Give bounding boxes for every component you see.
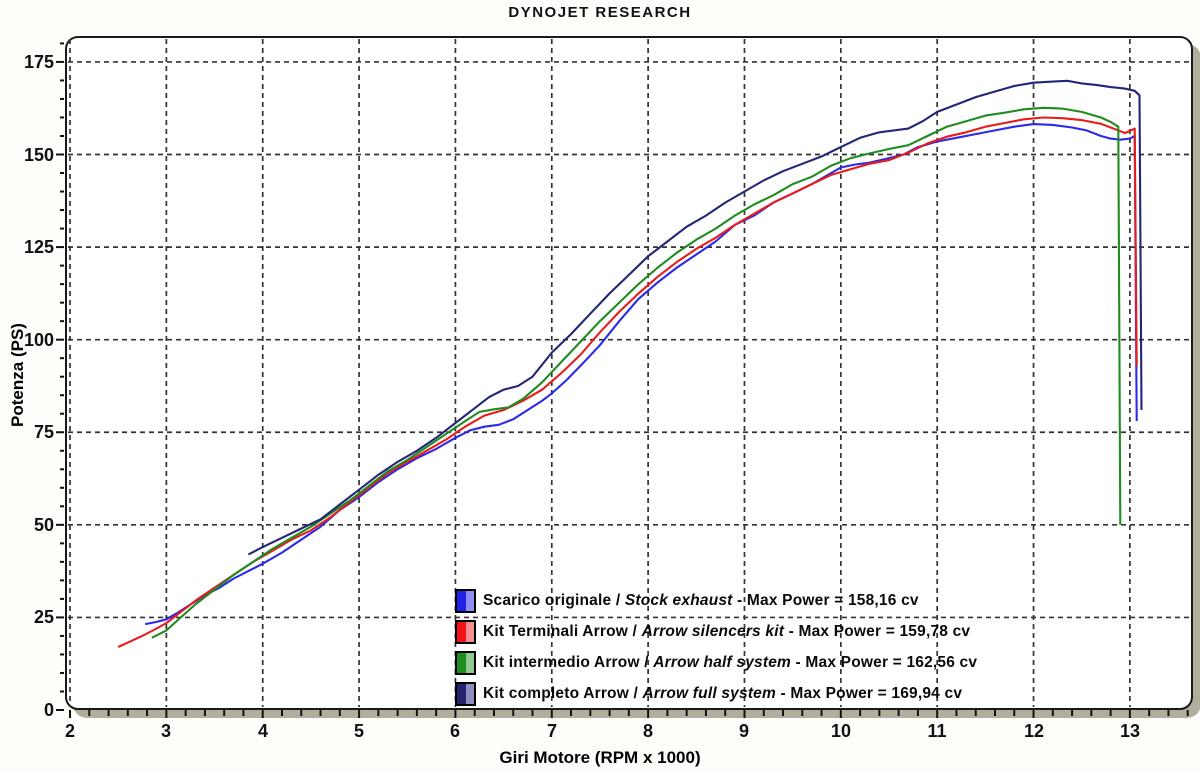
y-tick-label: 0	[43, 700, 54, 720]
x-tick-label: 10	[830, 721, 852, 741]
y-tick-label: 50	[33, 515, 54, 535]
y-tick-label: 25	[33, 607, 54, 627]
legend-label: Kit completo Arrow / Arrow full system -…	[483, 685, 963, 702]
x-tick-label: 13	[1119, 721, 1141, 741]
y-tick-label: 100	[23, 330, 54, 350]
power-curve	[145, 123, 1138, 626]
legend-label: Kit intermedio Arrow / Arrow half system…	[483, 654, 978, 671]
y-tick-label: 150	[23, 145, 54, 165]
legend-item-stock: Scarico originale / Stock exhaust - Max …	[455, 589, 977, 613]
x-tick-label: 5	[353, 721, 364, 741]
x-tick-label: 2	[64, 721, 75, 741]
x-tick-label: 11	[927, 721, 947, 741]
legend-item-full-system: Kit completo Arrow / Arrow full system -…	[455, 682, 977, 706]
legend-label: Scarico originale / Stock exhaust - Max …	[483, 592, 919, 609]
series-color-swatch	[455, 682, 476, 706]
legend-item-half-system: Kit intermedio Arrow / Arrow half system…	[455, 651, 978, 675]
legend-label: Kit Terminali Arrow / Arrow silencers ki…	[483, 623, 971, 640]
y-tick-label: 175	[23, 52, 54, 72]
series-color-swatch	[455, 620, 476, 644]
chart-title: DYNOJET RESEARCH	[508, 4, 692, 21]
legend: Scarico originale / Stock exhaust - Max …	[455, 589, 978, 714]
x-tick-label: 4	[257, 721, 268, 741]
legend-item-silencers-kit: Kit Terminali Arrow / Arrow silencers ki…	[455, 620, 977, 644]
x-tick-label: 7	[546, 721, 557, 741]
x-tick-label: 8	[642, 721, 653, 741]
power-curve	[247, 79, 1143, 556]
x-tick-label: 12	[1023, 721, 1045, 741]
series-color-swatch	[455, 651, 476, 675]
series-color-swatch	[455, 589, 476, 613]
y-tick-label: 125	[23, 237, 54, 257]
x-tick-label: 6	[449, 721, 460, 741]
x-axis-label: Giri Motore (RPM x 1000)	[499, 748, 701, 767]
y-tick-label: 75	[33, 422, 54, 442]
power-curve	[151, 106, 1122, 639]
plot-frame	[65, 36, 1193, 710]
dyno-plot	[56, 36, 1200, 718]
x-tick-label: 9	[738, 721, 749, 741]
x-tick-label: 3	[160, 721, 171, 741]
